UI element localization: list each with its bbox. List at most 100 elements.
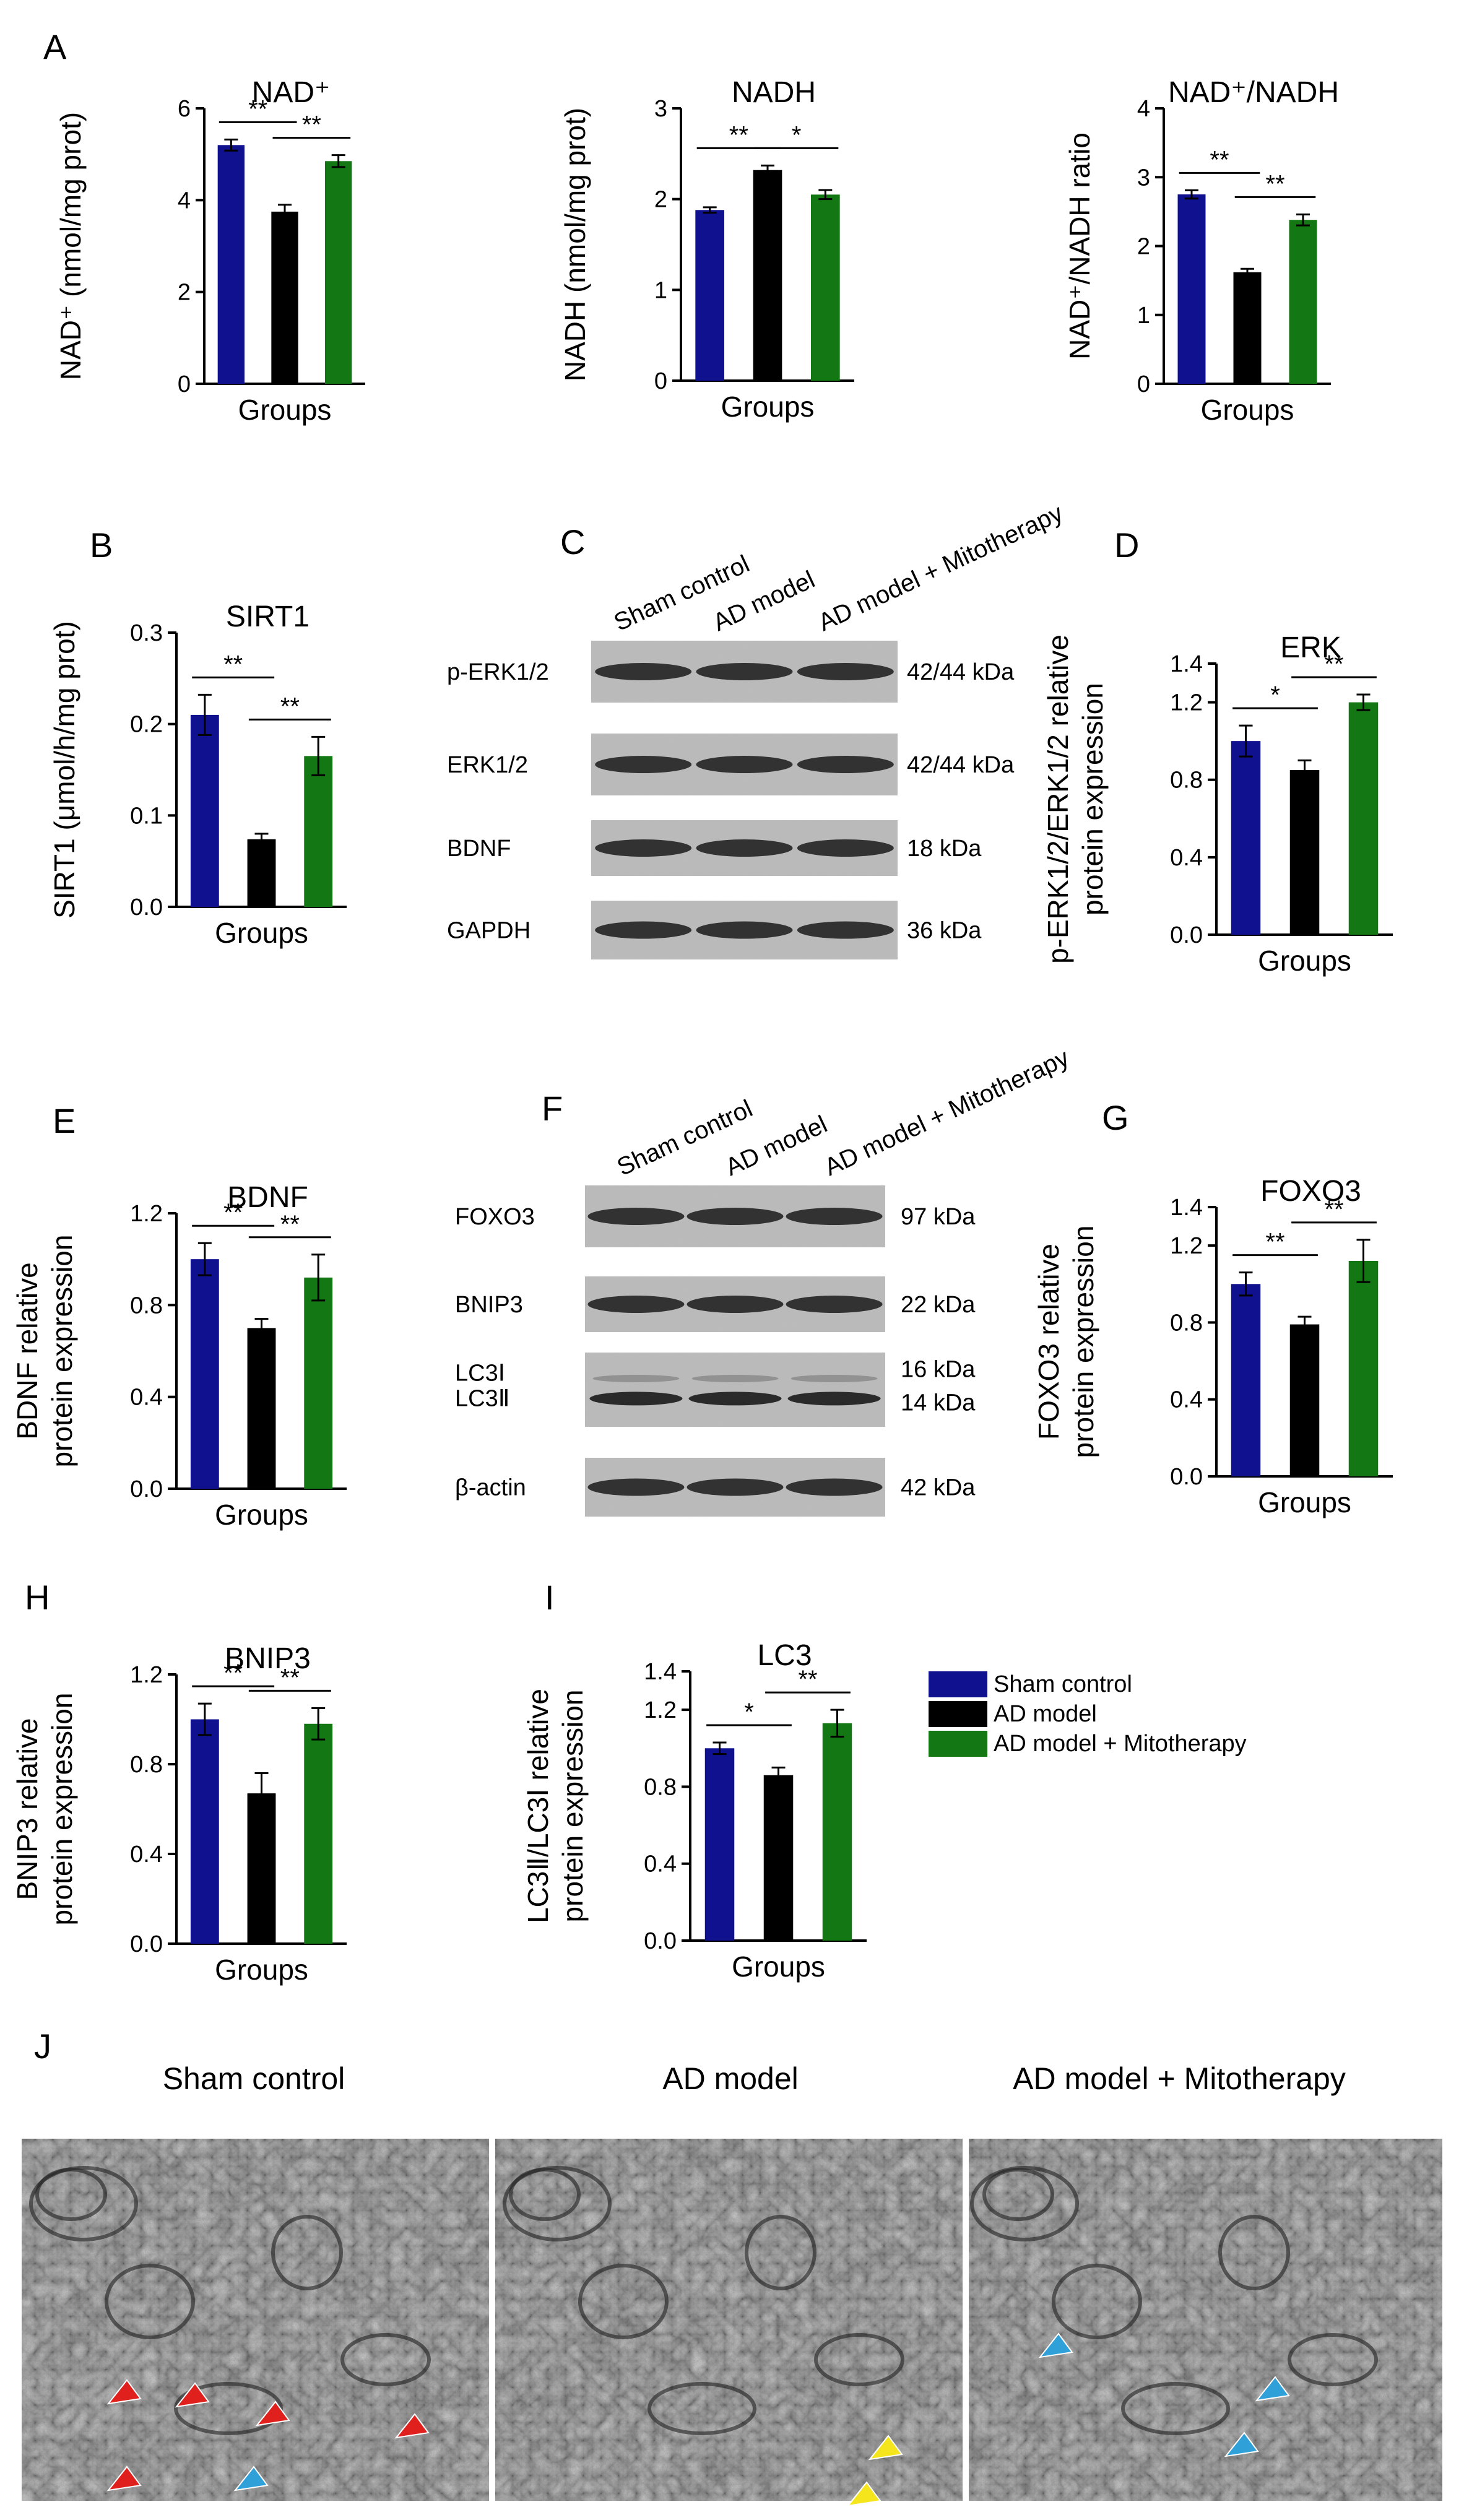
blot-row: p-ERK1/2 42/44 kDa: [447, 641, 1015, 703]
arrowhead-marker: [1255, 2376, 1290, 2402]
bar-2: [304, 1723, 333, 1944]
blot-band: [797, 921, 894, 939]
em-title: AD model + Mitotherapy: [1013, 2061, 1346, 2096]
em-grain: [969, 2139, 1442, 2501]
blot-band: [696, 756, 793, 773]
blot-kda: 42/44 kDa: [907, 752, 1015, 778]
y-tick-label: 1.2: [1170, 690, 1203, 716]
panel-letter-A1: A: [43, 27, 67, 66]
y-tick-label: 0.2: [130, 712, 163, 738]
blot-kda-2: 14 kDa: [901, 1390, 976, 1416]
chart-D: D0.00.40.81.21.4***ERKGroupsp-ERK1/2/ERK…: [1042, 526, 1393, 977]
legend-swatch: [929, 1731, 987, 1757]
y-tick-label: 0: [1137, 371, 1150, 397]
y-tick-label: 1.2: [130, 1662, 163, 1688]
bar-2: [1289, 220, 1317, 384]
blot-band: [688, 1392, 782, 1406]
blot-band: [786, 1296, 883, 1313]
x-axis-label: Groups: [732, 1951, 825, 1983]
blot-row-label: BNIP3: [455, 1292, 523, 1318]
panel-letter-C: C: [560, 522, 585, 561]
blot-band: [696, 663, 793, 680]
arrowhead-marker: [106, 2466, 142, 2492]
blot-band: [687, 1208, 784, 1225]
sig-label: **: [1210, 146, 1229, 173]
legend-swatch: [929, 1701, 987, 1727]
sig-label: **: [280, 1664, 300, 1691]
arrowhead-marker: [1038, 2332, 1073, 2358]
bar-0: [190, 714, 219, 907]
legend: Sham control AD model AD model + Mitothera…: [929, 1671, 1247, 1757]
y-tick-label: 0.0: [130, 1931, 163, 1957]
y-tick-label: 0.8: [130, 1292, 163, 1318]
blot-row: β-actin 42 kDa: [455, 1458, 976, 1517]
blot-row-label-2: LC3Ⅱ: [455, 1385, 509, 1411]
bar-0: [1231, 741, 1261, 935]
blot-band: [687, 1296, 784, 1313]
y-tick-label: 1.4: [644, 1659, 677, 1685]
blot-band: [592, 1375, 680, 1382]
em-panel: Sham control: [22, 2061, 489, 2501]
em-panel: AD model + Mitotherapy: [969, 2061, 1442, 2501]
em-organelle: [814, 2333, 904, 2386]
y-axis-label: SIRT1 (μmol/h/mg prot): [48, 621, 80, 919]
sig-label: **: [729, 121, 748, 149]
panel-letter-G: G: [1102, 1098, 1129, 1137]
sig-label: **: [223, 1199, 243, 1226]
sig-label: **: [302, 111, 321, 139]
blot-band: [696, 839, 793, 857]
blot-band: [687, 1478, 784, 1496]
x-axis-label: Groups: [721, 391, 815, 423]
y-axis-label-line2: protein expression: [46, 1693, 78, 1926]
legend-swatch: [929, 1671, 987, 1697]
sig-label: **: [1265, 1229, 1284, 1256]
x-axis-label: Groups: [238, 394, 332, 426]
bar-2: [304, 1277, 333, 1489]
chart-E: E 0.0 0.4 0.8 1.2 ** **BDNF Groups BDNF relative…: [11, 1101, 347, 1531]
blot-kda: 36 kDa: [907, 918, 982, 944]
chart-title: LC3: [757, 1639, 812, 1672]
bar-0: [695, 210, 724, 381]
y-axis-label: p-ERK1/2/ERK1/2 relative: [1042, 634, 1074, 964]
blot-band: [797, 839, 894, 857]
blot-band: [691, 1375, 779, 1382]
sig-label: **: [223, 651, 243, 678]
blot-row-label: LC3Ⅰ: [455, 1361, 505, 1387]
bar-1: [247, 1328, 276, 1489]
blot-column-label: AD model + Mitotherapy: [814, 499, 1067, 636]
em-micrographs: J Sham control AD model AD model + Mitother…: [22, 2027, 1442, 2507]
em-organelle: [340, 2333, 431, 2386]
blot-band: [587, 1208, 685, 1225]
chart-title: NADH: [732, 76, 816, 109]
bar-0: [217, 145, 245, 384]
legend-label: Sham control: [994, 1671, 1132, 1697]
blot-band: [587, 1296, 685, 1313]
y-tick-label: 0.0: [130, 1476, 163, 1502]
y-axis-label: BNIP3 relative: [11, 1718, 43, 1900]
arrowhead-marker: [233, 2466, 269, 2492]
blot-band: [787, 1392, 881, 1406]
y-tick-label: 2: [178, 280, 191, 306]
arrowhead-marker: [255, 2401, 290, 2427]
chart-title: BNIP3: [225, 1642, 311, 1675]
blot-texture: [585, 1353, 885, 1427]
em-organelle: [105, 2264, 195, 2339]
y-tick-label: 1.2: [644, 1697, 677, 1723]
chart-title: BDNF: [227, 1181, 308, 1214]
em-organelle: [1052, 2264, 1142, 2339]
em-title: AD model: [662, 2061, 799, 2096]
y-axis-label-line2: protein expression: [557, 1690, 589, 1923]
y-tick-label: 3: [654, 96, 667, 122]
blot-row: GAPDH 36 kDa: [447, 901, 982, 959]
y-tick-label: 1.4: [1170, 1195, 1203, 1221]
blot-band: [790, 1375, 878, 1382]
sig-label: *: [744, 1699, 754, 1726]
sig-label: **: [1265, 170, 1284, 197]
panel-letter-D: D: [1114, 526, 1139, 565]
bar-1: [271, 211, 298, 384]
em-organelle: [1121, 2382, 1230, 2435]
